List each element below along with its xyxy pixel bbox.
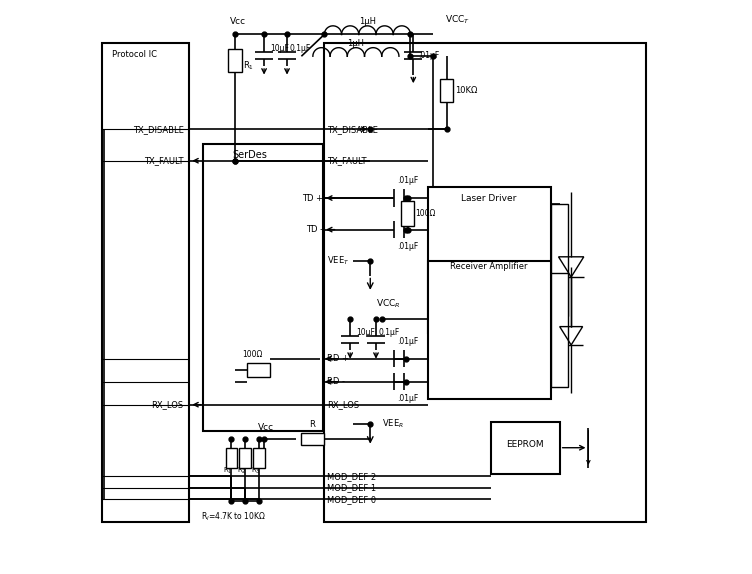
Text: .01μF: .01μF	[418, 51, 439, 60]
Bar	[324, 43, 646, 522]
Text: SerDes: SerDes	[232, 150, 267, 160]
Bar	[239, 448, 251, 468]
Bar	[302, 433, 324, 445]
Text: 10μF: 10μF	[270, 44, 289, 53]
Bar	[401, 201, 414, 227]
Bar	[440, 79, 453, 102]
Text: 1μH: 1μH	[347, 38, 365, 48]
Text: TD +: TD +	[302, 193, 323, 203]
Text: TX_FAULT: TX_FAULT	[144, 156, 183, 165]
Bar	[551, 204, 569, 316]
Text: R$_3$: R$_3$	[250, 466, 260, 476]
Text: R$_1$: R$_1$	[244, 60, 254, 72]
Bar	[102, 43, 190, 522]
Bar	[551, 273, 569, 387]
Text: .01μF: .01μF	[396, 176, 418, 185]
Text: R$_1$: R$_1$	[223, 466, 232, 476]
Bar	[229, 49, 242, 72]
Text: 100Ω: 100Ω	[416, 210, 436, 218]
Text: RD +: RD +	[326, 354, 348, 363]
Text: .01μF: .01μF	[396, 242, 418, 251]
Bar	[428, 261, 551, 399]
Bar	[247, 363, 270, 377]
Text: .01μF: .01μF	[396, 337, 418, 346]
Text: R$_l$=4.7K to 10KΩ: R$_l$=4.7K to 10KΩ	[201, 510, 265, 523]
Text: VCC$_R$: VCC$_R$	[376, 297, 401, 310]
Text: VEE$_T$: VEE$_T$	[327, 255, 350, 267]
Text: .01μF: .01μF	[396, 394, 418, 404]
Text: TX_FAULT: TX_FAULT	[327, 156, 367, 165]
Text: Receiver Amplifier: Receiver Amplifier	[450, 262, 528, 272]
Text: MOD_DEF 1: MOD_DEF 1	[327, 483, 376, 492]
Text: MOD_DEF 0: MOD_DEF 0	[327, 495, 376, 504]
Text: Vcc: Vcc	[229, 17, 246, 26]
Text: TX_DISABLE: TX_DISABLE	[133, 125, 183, 134]
Text: RX_LOS: RX_LOS	[327, 400, 359, 409]
Text: 10μF: 10μF	[356, 328, 374, 338]
Text: R: R	[309, 420, 314, 429]
Text: MOD_DEF 2: MOD_DEF 2	[327, 472, 376, 481]
Text: Protocol IC: Protocol IC	[112, 50, 157, 59]
Text: Laser Driver: Laser Driver	[462, 193, 517, 203]
Text: RD -: RD -	[326, 377, 344, 386]
Text: 0.1μF: 0.1μF	[379, 328, 400, 338]
Bar	[202, 144, 323, 430]
Text: 10KΩ: 10KΩ	[455, 86, 477, 95]
Text: R$_2$: R$_2$	[237, 466, 247, 476]
Text: EEPROM: EEPROM	[506, 440, 544, 449]
Text: 100Ω: 100Ω	[242, 350, 262, 359]
Text: VEE$_R$: VEE$_R$	[382, 417, 404, 430]
Bar	[253, 448, 265, 468]
Text: VCC$_T$: VCC$_T$	[445, 13, 470, 26]
Text: TD -: TD -	[306, 225, 323, 234]
Text: Vcc: Vcc	[259, 423, 274, 432]
Bar	[428, 187, 551, 333]
Text: 0.1μF: 0.1μF	[290, 44, 311, 53]
Bar	[226, 448, 237, 468]
Text: TX_DISABLE: TX_DISABLE	[327, 125, 378, 134]
Bar	[491, 422, 559, 474]
Text: RX_LOS: RX_LOS	[152, 400, 183, 409]
Text: 1μH: 1μH	[359, 17, 376, 26]
